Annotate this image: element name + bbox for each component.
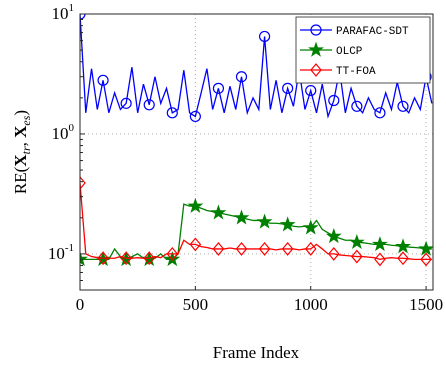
marker: [189, 110, 201, 123]
marker: [80, 176, 86, 190]
series-line: [80, 182, 432, 261]
series-line: [80, 203, 432, 261]
marker: [328, 94, 340, 107]
marker: [258, 241, 271, 256]
marker: [395, 238, 411, 254]
marker: [235, 71, 248, 83]
marker: [189, 237, 202, 252]
marker: [397, 100, 409, 112]
marker: [282, 82, 294, 94]
y-tick-base: 10: [52, 4, 69, 23]
y-label-part: ,: [11, 138, 30, 147]
y-tick-exponent: 0: [69, 122, 75, 134]
y-label-part: tr: [19, 146, 33, 154]
marker: [374, 252, 386, 267]
marker: [187, 197, 204, 213]
marker: [258, 30, 271, 43]
marker: [281, 241, 294, 256]
marker: [420, 252, 432, 267]
legend-marker: [310, 24, 322, 36]
marker: [212, 241, 225, 256]
marker: [143, 251, 155, 266]
marker: [305, 84, 317, 97]
marker: [302, 219, 319, 235]
marker: [166, 107, 178, 119]
legend-marker: [308, 41, 324, 57]
x-tick-label: 1000: [294, 295, 328, 314]
marker: [328, 246, 340, 261]
legend-marker: [310, 63, 322, 77]
y-tick-exponent: 1: [69, 2, 75, 14]
marker: [418, 240, 433, 256]
y-label-part: X: [11, 125, 30, 138]
y-tick-base: 10: [48, 244, 65, 263]
y-label-part: ): [11, 110, 30, 116]
y-tick-label: 100: [52, 122, 75, 143]
legend-label: TT-FOA: [336, 66, 376, 78]
y-label-part: X: [11, 154, 30, 167]
marker: [235, 241, 248, 256]
legend-label: PARAFAC-SDT: [336, 26, 409, 38]
y-label-part: es: [19, 115, 33, 125]
x-tick-label: 500: [183, 295, 209, 314]
marker: [210, 204, 227, 220]
y-tick-base: 10: [52, 124, 69, 143]
marker: [212, 82, 225, 94]
marker: [351, 249, 363, 264]
series-line: [80, 14, 433, 119]
y-tick-label: 101: [52, 2, 75, 23]
marker: [97, 74, 109, 86]
x-tick-label: 1500: [409, 295, 443, 314]
y-tick-label: 10-1: [48, 242, 74, 263]
marker: [166, 246, 179, 261]
x-tick-label: 0: [76, 295, 85, 314]
marker: [279, 216, 296, 232]
y-tick-exponent: -1: [65, 242, 74, 254]
marker: [164, 251, 181, 267]
marker: [351, 100, 363, 112]
axes-frame: [79, 13, 434, 291]
y-axis-label: RE(Xtr, Xes): [11, 110, 33, 194]
marker: [233, 209, 250, 225]
series-layer: [80, 14, 433, 267]
marker: [97, 251, 109, 266]
y-label-part: RE(: [11, 166, 30, 194]
marker: [372, 236, 388, 252]
marker: [348, 233, 365, 250]
marker: [256, 213, 273, 229]
legend: PARAFAC-SDT OLCP TT-FOA: [295, 16, 431, 84]
marker: [325, 228, 342, 244]
marker: [120, 97, 132, 109]
marker: [397, 251, 409, 266]
marker: [143, 99, 155, 111]
marker: [374, 107, 386, 119]
marker: [120, 251, 132, 266]
x-axis-label: Frame Index: [213, 343, 300, 362]
marker: [80, 251, 88, 267]
marker: [304, 241, 317, 256]
legend-label: OLCP: [336, 46, 363, 58]
